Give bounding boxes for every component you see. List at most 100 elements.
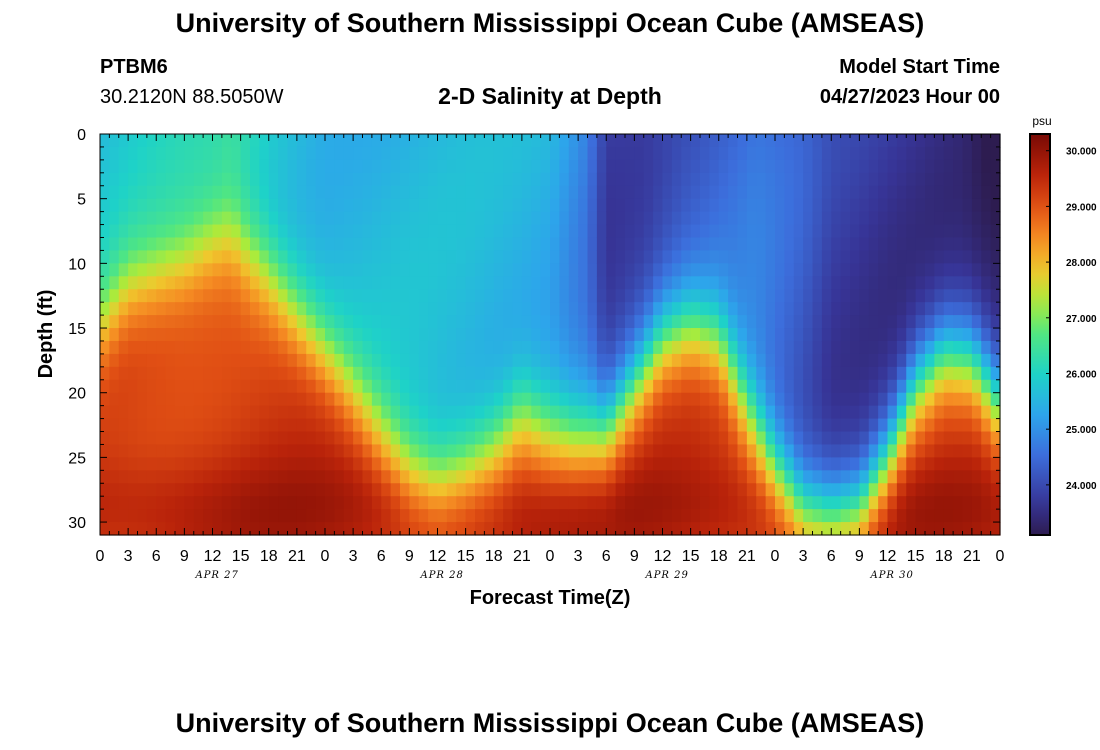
x-tick-label: 18 <box>260 548 278 565</box>
heatmap-cell <box>475 159 485 174</box>
heatmap-cell <box>625 276 635 290</box>
heatmap-cell <box>840 263 851 277</box>
heatmap-cell <box>456 405 467 420</box>
heatmap-cell <box>287 483 298 497</box>
heatmap-cell <box>118 211 129 226</box>
heatmap-cell <box>381 405 392 420</box>
heatmap-cell <box>868 263 879 277</box>
heatmap-cell <box>531 211 542 226</box>
heatmap-cell <box>737 211 748 226</box>
heatmap-cell <box>540 185 551 200</box>
heatmap-cell <box>887 315 898 329</box>
heatmap-cell <box>193 146 204 161</box>
heatmap-cell <box>521 418 532 433</box>
heatmap-cell <box>250 470 260 484</box>
heatmap-cell <box>643 379 654 394</box>
heatmap-cell <box>953 315 964 329</box>
heatmap-cell <box>353 366 364 381</box>
heatmap-cell <box>118 237 129 252</box>
heatmap-cell <box>259 431 270 446</box>
heatmap-cell <box>550 496 560 510</box>
heatmap-cell <box>409 159 420 174</box>
heatmap-cell <box>409 146 420 161</box>
heatmap-cell <box>840 172 851 187</box>
heatmap-cell <box>700 146 710 161</box>
heatmap-cell <box>109 211 120 226</box>
heatmap-cell <box>550 470 560 484</box>
heatmap-cell <box>128 470 139 484</box>
heatmap-cell <box>878 185 889 200</box>
heatmap-cell <box>821 276 832 290</box>
heatmap-cell <box>803 172 814 187</box>
heatmap-cell <box>512 328 523 342</box>
heatmap-cell <box>493 405 504 420</box>
heatmap-cell <box>203 392 214 407</box>
heatmap-cell <box>821 302 832 316</box>
heatmap-cell <box>643 302 654 316</box>
heatmap-cell <box>259 198 270 213</box>
heatmap-cell <box>662 185 673 200</box>
heatmap-cell <box>184 431 195 446</box>
heatmap-cell <box>521 328 532 342</box>
heatmap-cell <box>100 444 110 458</box>
heatmap-cell <box>203 276 214 290</box>
heatmap-cell <box>737 392 748 407</box>
heatmap-cell <box>212 185 223 200</box>
heatmap-cell <box>353 224 364 239</box>
heatmap-cell <box>475 392 485 407</box>
heatmap-cell <box>634 418 645 433</box>
heatmap-cell <box>334 496 345 510</box>
heatmap-cell <box>587 470 598 484</box>
heatmap-cell <box>756 379 767 394</box>
heatmap-cell <box>446 146 457 161</box>
heatmap-cell <box>465 276 476 290</box>
heatmap-cell <box>287 470 298 484</box>
heatmap-cell <box>915 185 926 200</box>
x-date-label: APR 28 <box>419 570 463 581</box>
heatmap-cell <box>118 392 129 407</box>
heatmap-cell <box>165 353 176 368</box>
heatmap-cell <box>596 250 607 264</box>
heatmap-cell <box>943 211 954 226</box>
heatmap-cell <box>221 315 232 329</box>
heatmap-cell <box>634 483 645 497</box>
heatmap-cell <box>465 522 476 536</box>
heatmap-cell <box>775 379 785 394</box>
heatmap-cell <box>803 522 814 536</box>
heatmap-cell <box>428 224 439 239</box>
heatmap-cell <box>503 470 514 484</box>
heatmap-cell <box>259 185 270 200</box>
heatmap-cell <box>362 405 373 420</box>
heatmap-cell <box>381 340 392 355</box>
heatmap-cell <box>428 496 439 510</box>
heatmap-cell <box>915 353 926 368</box>
heatmap-cell <box>821 340 832 355</box>
heatmap-cell <box>803 185 814 200</box>
heatmap-cell <box>221 340 232 355</box>
heatmap-cell <box>709 353 720 368</box>
heatmap-cell <box>212 302 223 316</box>
heatmap-cell <box>390 289 401 303</box>
heatmap-cell <box>315 198 326 213</box>
heatmap-cell <box>625 134 635 148</box>
heatmap-cell <box>671 470 682 484</box>
heatmap-cell <box>315 185 326 200</box>
x-tick-label: 21 <box>288 548 306 565</box>
heatmap-cell <box>953 483 964 497</box>
heatmap-cell <box>146 224 157 239</box>
heatmap-cell <box>625 198 635 213</box>
heatmap-cell <box>784 483 795 497</box>
heatmap-cell <box>521 522 532 536</box>
heatmap-cell <box>484 159 495 174</box>
heatmap-cell <box>868 509 879 523</box>
heatmap-cell <box>493 146 504 161</box>
heatmap-cell <box>418 302 429 316</box>
heatmap-cell <box>896 328 907 342</box>
heatmap-cell <box>409 198 420 213</box>
heatmap-cell <box>118 457 129 471</box>
heatmap-cell <box>578 146 589 161</box>
heatmap-cell <box>718 237 729 252</box>
heatmap-cell <box>925 211 935 226</box>
heatmap-cell <box>231 250 242 264</box>
heatmap-cell <box>343 134 354 148</box>
